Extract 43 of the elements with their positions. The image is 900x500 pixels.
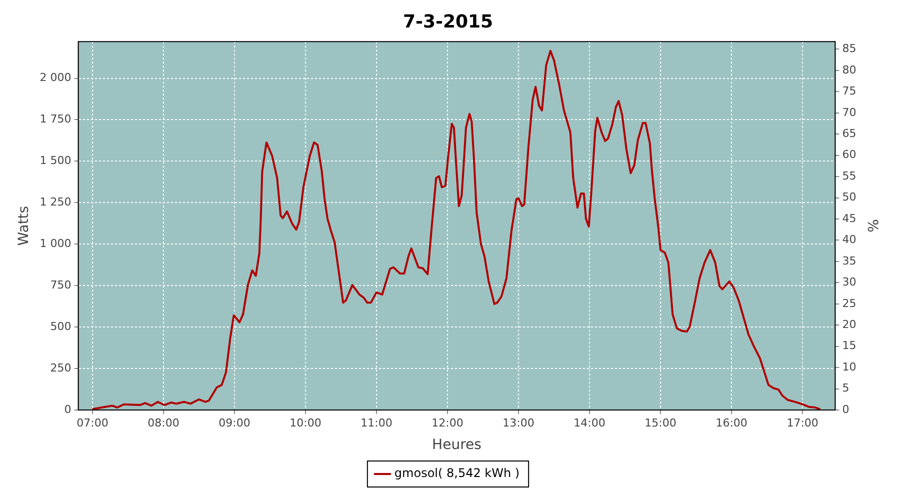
x-tick-label: 17:00 [786,416,818,430]
y2-tick-label: 0 [842,402,850,416]
x-tick-label: 11:00 [360,416,392,430]
y2-tick-label: 35 [842,254,856,268]
y2-axis-title: % [864,219,880,232]
y-tick-label: 750 [50,278,72,292]
chart-title: 7-3-2015 [402,11,494,32]
y2-tick-label: 50 [842,190,856,204]
x-axis-title: Heures [432,437,482,454]
x-tick-label: 14:00 [574,416,606,430]
x-tick-label: 13:00 [502,416,534,430]
x-tick-label: 09:00 [218,416,250,430]
y2-tick-label: 80 [842,63,856,76]
y-tick-label: 500 [50,320,72,333]
y2-tick-label: 55 [842,169,856,182]
legend-label: gmosol( 8,542 kWh ) [394,466,520,480]
y2-tick-label: 45 [842,212,856,225]
y-tick-label: 1 500 [40,154,72,168]
y2-tick-label: 15 [842,339,856,352]
y2-tick-label: 40 [842,233,856,246]
x-tick-label: 08:00 [148,416,180,430]
y-tick-label: 1 250 [40,196,72,209]
y2-tick-label: 5 [842,382,850,395]
y2-tick-label: 30 [842,276,856,289]
y2-tick-label: 75 [842,84,856,98]
y2-tick-label: 70 [842,106,856,119]
y-tick-label: 2 000 [40,71,72,84]
y-tick-label: 0 [64,402,72,416]
y2-tick-label: 25 [842,296,856,310]
y2-tick-label: 20 [842,318,856,331]
y2-tick-label: 85 [842,42,856,56]
x-tick-label: 16:00 [716,416,748,430]
y2-tick-label: 10 [842,360,856,374]
x-tick-label: 10:00 [290,416,322,430]
y2-tick-label: 60 [842,148,856,162]
y-tick-label: 250 [50,361,72,374]
y-tick-label: 1 750 [40,112,72,126]
y-tick-label: 1 000 [40,236,72,250]
y2-tick-label: 65 [842,126,856,140]
y-axis-title: Watts [16,206,32,246]
x-tick-label: 15:00 [644,416,676,430]
x-tick-label: 07:00 [76,416,108,430]
x-tick-label: 12:00 [432,416,464,430]
